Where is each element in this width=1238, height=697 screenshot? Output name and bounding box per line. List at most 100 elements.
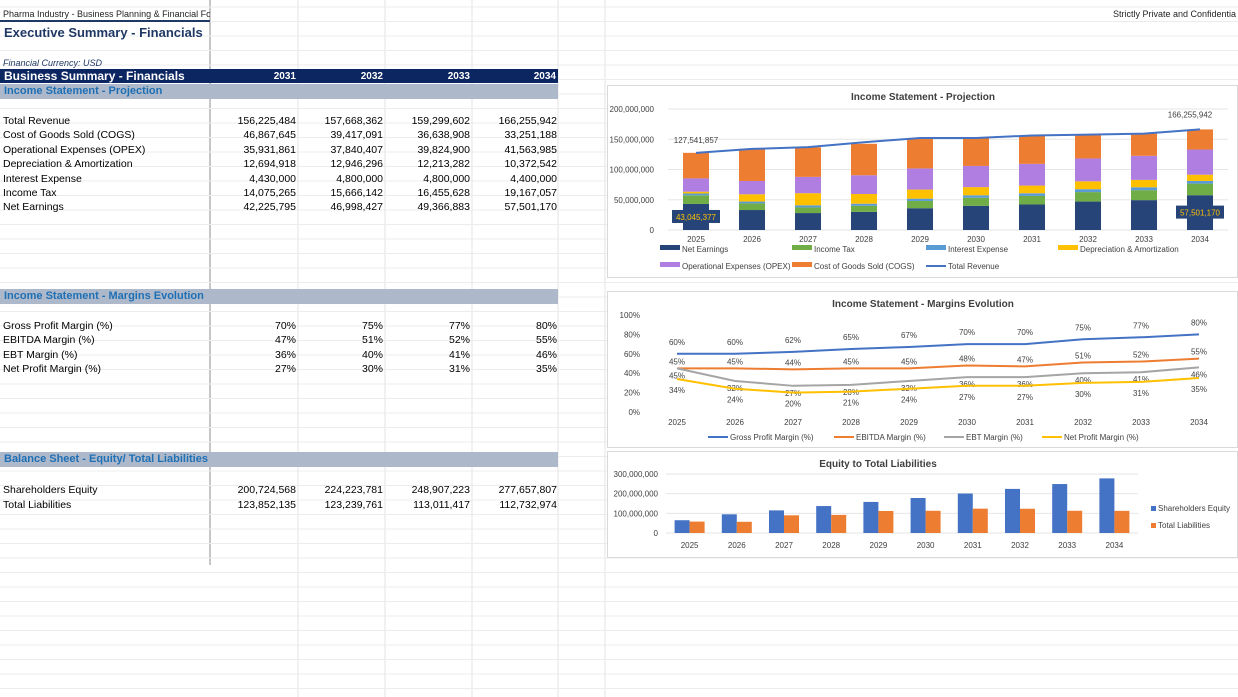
bar bbox=[831, 514, 847, 533]
data-label-box bbox=[672, 209, 720, 223]
data-label: 45% bbox=[669, 371, 685, 380]
income-row: Operational Expenses (OPEX) 35,931,861 37,… bbox=[0, 143, 558, 157]
x-tick-label: 2034 bbox=[1106, 541, 1124, 550]
margin-row: EBITDA Margin (%) 47% 51% 52% 55% bbox=[0, 333, 558, 347]
bar-segment bbox=[683, 195, 709, 204]
x-tick-label: 2026 bbox=[726, 418, 744, 427]
bar-segment bbox=[795, 147, 821, 177]
row-value: 47% bbox=[274, 334, 296, 347]
margin-row: Net Profit Margin (%) 27% 30% 31% 35% bbox=[0, 362, 558, 376]
equity-liabilities-chart[interactable]: Equity to Total Liabilities 0 100,000,000 2… bbox=[607, 451, 1238, 558]
bar-segment bbox=[739, 210, 765, 230]
data-label: 44% bbox=[785, 358, 801, 367]
year-header: 2031 bbox=[273, 71, 296, 82]
row-label: Interest Expense bbox=[3, 172, 82, 185]
bar bbox=[972, 508, 988, 533]
year-header: 2033 bbox=[447, 71, 470, 82]
bar-segment bbox=[739, 201, 765, 204]
x-tick-label: 2034 bbox=[1190, 418, 1208, 427]
row-value: 41,563,985 bbox=[504, 143, 557, 156]
row-value: 123,239,761 bbox=[324, 499, 383, 511]
legend-label: Net Earnings bbox=[682, 245, 728, 254]
income-row: Depreciation & Amortization 12,694,918 12,… bbox=[0, 157, 558, 171]
margins-section-title: Income Statement - Margins Evolution bbox=[4, 290, 204, 302]
row-label: Gross Profit Margin (%) bbox=[3, 320, 113, 332]
bar-segment bbox=[1187, 149, 1213, 175]
x-tick-label: 2030 bbox=[958, 418, 976, 427]
bar-segment bbox=[851, 211, 877, 230]
x-tick-label: 2029 bbox=[911, 235, 929, 244]
bar-segment bbox=[683, 191, 709, 194]
bar-segment bbox=[1075, 189, 1101, 193]
bar-segment bbox=[1131, 133, 1157, 156]
row-value: 46% bbox=[535, 348, 557, 361]
balance-row: Total Liabilities 123,852,135 123,239,761 1… bbox=[0, 498, 558, 512]
data-label: 51% bbox=[1075, 352, 1091, 361]
row-value: 57,501,170 bbox=[504, 201, 557, 214]
bar-segment bbox=[1019, 163, 1045, 186]
bar-segment bbox=[851, 203, 877, 206]
row-value: 10,372,542 bbox=[504, 158, 557, 171]
row-value: 40% bbox=[361, 348, 383, 361]
data-label: 27% bbox=[1017, 393, 1033, 402]
data-label: 67% bbox=[901, 331, 917, 340]
bar bbox=[784, 515, 799, 533]
row-label: Operational Expenses (OPEX) bbox=[3, 143, 146, 156]
bar-segment bbox=[1187, 180, 1213, 184]
bar-segment bbox=[1131, 179, 1157, 188]
data-label: 60% bbox=[669, 338, 685, 347]
bar-segment bbox=[907, 189, 933, 199]
y-tick-label: 40% bbox=[624, 369, 640, 378]
workbook-title: Pharma Industry - Business Planning & Fi… bbox=[3, 9, 210, 19]
bar-segment bbox=[1075, 158, 1101, 182]
row-value: 80% bbox=[535, 320, 557, 332]
data-label: 21% bbox=[843, 399, 859, 408]
bar-segment bbox=[683, 193, 709, 196]
legend-swatch bbox=[1151, 506, 1156, 511]
legend-label: Total Revenue bbox=[948, 262, 1000, 271]
balance-section-title: Balance Sheet - Equity/ Total Liabilitie… bbox=[4, 453, 208, 465]
row-value: 12,694,918 bbox=[243, 158, 296, 171]
year-header: 2034 bbox=[533, 71, 556, 82]
bar-segment bbox=[795, 193, 821, 206]
series-line bbox=[676, 366, 1200, 387]
x-tick-label: 2034 bbox=[1191, 235, 1209, 244]
x-tick-label: 2030 bbox=[967, 235, 985, 244]
row-value: 35% bbox=[535, 363, 557, 376]
row-label: Net Earnings bbox=[3, 201, 64, 214]
data-label: 36% bbox=[959, 380, 975, 389]
legend-swatch bbox=[1151, 523, 1156, 528]
data-label-box bbox=[1176, 205, 1224, 219]
data-label: 65% bbox=[843, 333, 859, 342]
y-tick-label: 0% bbox=[628, 408, 640, 417]
bar bbox=[1005, 488, 1020, 533]
bar-segment bbox=[1019, 204, 1045, 230]
bar-segment bbox=[1131, 155, 1157, 180]
row-value: 157,668,362 bbox=[324, 115, 383, 127]
x-tick-label: 2026 bbox=[743, 235, 761, 244]
legend-swatch bbox=[660, 245, 680, 250]
legend-label: Net Profit Margin (%) bbox=[1064, 433, 1139, 442]
bar bbox=[878, 510, 894, 533]
bar bbox=[1114, 510, 1130, 533]
x-tick-label: 2025 bbox=[668, 418, 686, 427]
bar-segment bbox=[1187, 174, 1213, 181]
bar-segment bbox=[907, 168, 933, 190]
bar-segment bbox=[739, 203, 765, 211]
row-value: 46,867,645 bbox=[243, 129, 296, 142]
x-tick-label: 2026 bbox=[728, 541, 746, 550]
y-tick-label: 200,000,000 bbox=[614, 490, 659, 499]
bar bbox=[816, 506, 832, 533]
income-row: Net Earnings 42,225,795 46,998,427 49,366,8… bbox=[0, 200, 558, 214]
row-label: Total Liabilities bbox=[3, 499, 72, 511]
row-label: EBT Margin (%) bbox=[3, 348, 78, 361]
row-label: Cost of Goods Sold (COGS) bbox=[3, 129, 135, 142]
bar-segment bbox=[1019, 185, 1045, 194]
bar-segment bbox=[851, 194, 877, 204]
data-label: 27% bbox=[959, 393, 975, 402]
income-projection-chart[interactable]: Income Statement - Projection 0 50,000,000… bbox=[607, 85, 1238, 278]
data-label: 47% bbox=[1017, 355, 1033, 364]
margins-chart[interactable]: Income Statement - Margins Evolution 0% 20… bbox=[607, 291, 1238, 448]
legend-swatch bbox=[660, 262, 680, 267]
row-value: 41% bbox=[448, 348, 470, 361]
